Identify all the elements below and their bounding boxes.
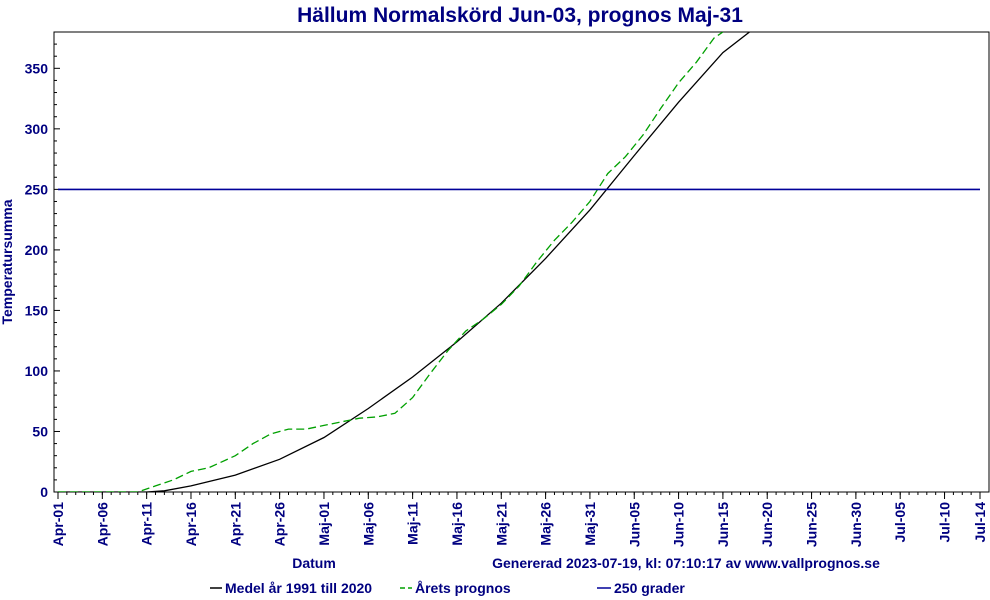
x-tick-label: Jun-10 bbox=[671, 502, 687, 547]
y-tick-label: 300 bbox=[25, 121, 49, 137]
x-tick-label: Jun-30 bbox=[848, 502, 864, 547]
chart-title: Hällum Normalskörd Jun-03, prognos Maj-3… bbox=[297, 4, 743, 27]
x-tick-label: Maj-11 bbox=[405, 502, 421, 545]
x-tick-label: Apr-01 bbox=[50, 502, 66, 547]
x-tick-label: Maj-06 bbox=[360, 502, 376, 546]
legend-label: 250 grader bbox=[614, 580, 685, 596]
x-tick-label: Jun-15 bbox=[715, 502, 731, 547]
x-tick-label: Jun-05 bbox=[626, 502, 642, 547]
x-tick-label: Jun-25 bbox=[804, 502, 820, 547]
x-tick-label: Jul-05 bbox=[892, 502, 908, 543]
y-tick-label: 100 bbox=[25, 363, 49, 379]
x-tick-label: Apr-16 bbox=[183, 502, 199, 547]
plot-area bbox=[53, 31, 990, 493]
x-tick-label: Jun-20 bbox=[759, 502, 775, 547]
y-tick-label: 150 bbox=[25, 302, 49, 318]
x-tick-label: Maj-16 bbox=[449, 502, 465, 546]
footer-text: Genererad 2023-07-19, kl: 07:10:17 av ww… bbox=[492, 555, 880, 571]
x-tick-label: Apr-11 bbox=[139, 502, 155, 546]
y-tick-label: 350 bbox=[25, 60, 49, 76]
x-tick-label: Maj-26 bbox=[538, 502, 554, 546]
series-line-0 bbox=[58, 32, 750, 492]
x-tick-label: Apr-06 bbox=[94, 502, 110, 547]
x-tick-label: Apr-21 bbox=[227, 502, 243, 547]
y-axis-label: Temperatursumma bbox=[0, 199, 15, 324]
x-axis-label: Datum bbox=[292, 555, 336, 571]
legend-label: Årets prognos bbox=[415, 580, 511, 596]
series-layer bbox=[58, 32, 980, 492]
series-line-1 bbox=[58, 32, 724, 492]
x-tick-label: Maj-31 bbox=[582, 502, 598, 546]
legend-label: Medel år 1991 till 2020 bbox=[225, 580, 372, 596]
y-axis: 0 50 100 150 200 250 300 350 bbox=[25, 31, 60, 500]
y-tick-label: 200 bbox=[25, 242, 49, 258]
y-tick-label: 250 bbox=[25, 181, 49, 197]
x-axis: Apr-01 Apr-06 Apr-11 Apr-16 Apr-21 Apr-26 Maj-… bbox=[50, 492, 988, 547]
x-tick-label: Apr-26 bbox=[272, 502, 288, 547]
x-tick-label: Maj-21 bbox=[493, 502, 509, 546]
x-tick-label: Maj-01 bbox=[316, 502, 332, 546]
legend: Medel år 1991 till 2020 Årets prognos 250 … bbox=[210, 580, 685, 596]
y-tick-label: 50 bbox=[32, 423, 48, 439]
y-tick-label: 0 bbox=[40, 484, 48, 500]
x-tick-label: Jul-14 bbox=[972, 502, 988, 543]
x-tick-label: Jul-10 bbox=[937, 502, 953, 543]
